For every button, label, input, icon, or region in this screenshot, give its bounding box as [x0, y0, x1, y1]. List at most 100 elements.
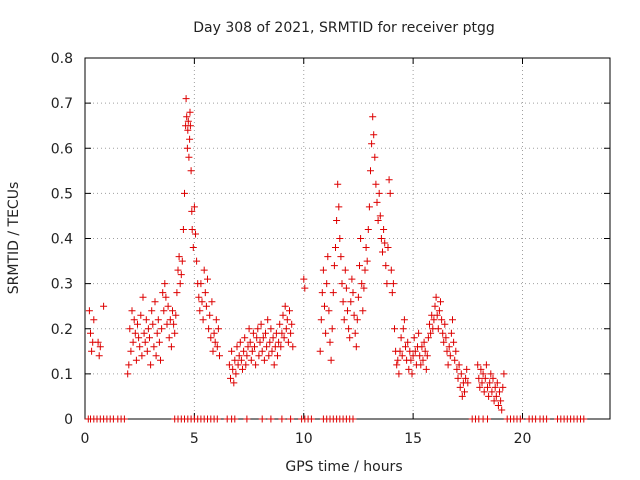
data-point-marker [493, 379, 501, 387]
data-point-marker [152, 352, 160, 360]
x-tick-label: 15 [404, 431, 422, 447]
data-point-marker [213, 415, 221, 423]
data-point-marker [248, 347, 256, 355]
data-point-marker [252, 361, 260, 369]
data-point-marker [326, 338, 334, 346]
data-point-marker [225, 361, 233, 369]
data-point-marker [283, 316, 291, 324]
data-point-marker [345, 325, 353, 333]
data-point-marker [435, 307, 443, 315]
data-point-marker [396, 347, 404, 355]
data-point-marker [198, 298, 206, 306]
data-point-marker [402, 343, 409, 351]
data-point-marker [286, 307, 293, 315]
data-point-marker [289, 343, 297, 351]
data-point-marker [274, 352, 281, 360]
data-point-marker [259, 334, 267, 342]
data-point-marker [422, 365, 430, 373]
data-point-marker [207, 334, 215, 342]
data-point-marker [147, 361, 155, 369]
data-point-marker [143, 347, 151, 355]
data-point-marker [150, 343, 158, 351]
data-point-marker [354, 293, 362, 301]
data-point-marker [348, 275, 356, 283]
y-tick-label: 0.6 [51, 141, 73, 157]
data-point-marker [202, 302, 210, 310]
data-point-marker [214, 325, 222, 333]
data-point-marker [256, 338, 264, 346]
data-point-marker [387, 266, 395, 274]
data-point-marker [144, 325, 152, 333]
data-point-marker [334, 180, 342, 188]
data-point-marker [419, 356, 427, 364]
y-tick-label: 0.2 [51, 322, 73, 338]
data-point-marker [543, 415, 551, 423]
data-point-marker [172, 311, 180, 319]
data-point-marker [488, 388, 496, 396]
data-point-marker [339, 298, 347, 306]
data-point-marker [500, 370, 508, 378]
data-point-marker [324, 253, 332, 261]
data-point-marker [213, 343, 221, 351]
data-point-marker [187, 167, 195, 175]
data-point-marker [370, 131, 378, 139]
data-point-marker [280, 334, 288, 342]
data-point-marker [399, 325, 407, 333]
data-point-marker [333, 217, 341, 224]
data-point-marker [442, 334, 450, 342]
data-point-marker [328, 325, 336, 333]
data-point-marker [212, 316, 220, 324]
data-point-marker [494, 402, 502, 409]
data-point-marker [242, 361, 250, 369]
data-point-marker [365, 203, 373, 211]
data-point-marker [441, 320, 449, 328]
data-point-marker [257, 320, 265, 328]
data-point-marker [95, 352, 103, 360]
data-point-marker [400, 316, 408, 324]
data-point-marker [482, 361, 490, 369]
data-point-marker [169, 307, 176, 315]
data-point-marker [288, 320, 296, 328]
data-point-marker [245, 325, 253, 333]
data-point-marker [456, 383, 464, 391]
data-point-marker [458, 392, 466, 400]
data-point-marker [190, 203, 198, 211]
data-point-marker [135, 334, 143, 342]
data-point-marker [267, 325, 275, 333]
data-point-marker [136, 343, 144, 351]
data-point-marker [408, 370, 416, 378]
data-point-marker [486, 379, 494, 387]
data-point-marker [139, 293, 147, 301]
data-point-marker [321, 302, 328, 310]
data-point-marker [170, 320, 178, 328]
tick-layer: 0 0.1 0.2 0.3 0.4 0.5 0.6 0.7 0.8 0 5 10 15 20 [51, 51, 610, 447]
data-point-marker [130, 316, 138, 324]
data-point-marker [163, 320, 171, 328]
data-point-marker [385, 176, 393, 184]
data-point-marker [230, 379, 238, 387]
data-point-marker [264, 316, 272, 324]
data-point-marker [430, 316, 438, 324]
data-point-marker [151, 298, 159, 306]
data-point-marker [186, 108, 194, 116]
data-point-marker [319, 266, 327, 274]
data-point-marker [383, 280, 391, 288]
data-point-marker [240, 347, 248, 355]
data-point-marker [474, 361, 482, 369]
data-point-marker [359, 307, 367, 315]
grid-layer [85, 58, 610, 419]
data-point-marker [349, 415, 357, 423]
data-point-marker [282, 325, 290, 333]
data-point-marker [516, 415, 524, 423]
data-point-marker [330, 262, 338, 270]
x-tick-label: 0 [81, 431, 90, 447]
data-point-marker [463, 365, 471, 373]
data-point-marker [368, 140, 376, 148]
data-point-marker [129, 338, 137, 346]
y-tick-label: 0.3 [51, 277, 73, 293]
data-point-marker [374, 217, 382, 224]
data-point-marker [134, 320, 141, 328]
data-point-marker [450, 338, 458, 346]
data-point-marker [382, 262, 390, 270]
